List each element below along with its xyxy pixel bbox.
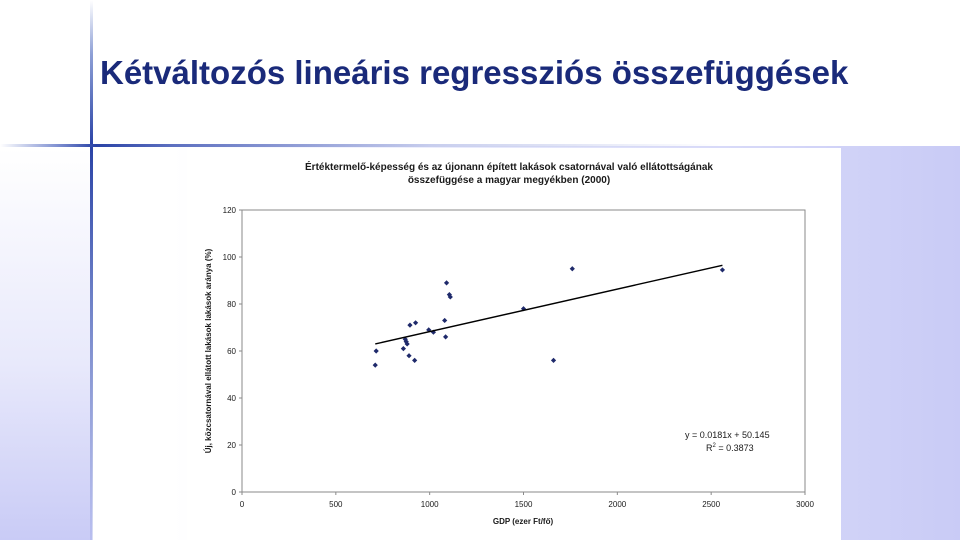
chart-panel: Értéktermelő-képesség és az újonann épít… (187, 148, 841, 540)
data-point (404, 341, 410, 347)
data-point (550, 357, 557, 363)
y-tick-label: 20 (227, 441, 236, 450)
y-tick-label: 100 (223, 253, 237, 262)
vertical-accent-line (90, 0, 93, 540)
y-tick-label: 60 (227, 347, 236, 356)
r-squared-sup: 2 (713, 443, 717, 449)
y-tick-label: 0 (232, 488, 237, 497)
data-point (447, 294, 453, 300)
data-point (569, 266, 575, 272)
data-point (442, 317, 448, 324)
x-tick-label: 500 (329, 500, 343, 509)
left-gradient-band (0, 148, 92, 540)
data-point (373, 348, 379, 354)
regression-equation: y = 0.0181x + 50.145 (685, 430, 770, 440)
x-tick-label: 1500 (515, 500, 533, 509)
title-area (0, 0, 960, 146)
y-axis-label: Új, közcsatornával ellátott lakások laká… (204, 248, 213, 453)
chart-title-line-1: Értéktermelő-képesség és az újonann épít… (305, 160, 713, 173)
chart-title-line-2: összefüggése a magyar megyékben (2000) (408, 175, 610, 186)
r-squared-prefix: R (706, 443, 713, 453)
data-point (446, 292, 452, 298)
y-axis-ticks: 0 20 40 60 80 100 120 (223, 206, 242, 497)
scatter-chart: Értéktermelő-képesség és az újonann épít… (204, 160, 814, 526)
data-point (443, 280, 450, 286)
r-squared-label: R2 = 0.3873 (706, 443, 754, 453)
x-tick-label: 3000 (796, 500, 814, 509)
horizontal-accent-line (0, 144, 960, 147)
y-tick-label: 120 (223, 206, 237, 215)
x-tick-label: 1000 (421, 500, 439, 509)
x-axis-ticks: 0 500 1000 1500 2000 2500 3000 (240, 492, 814, 509)
trendline (375, 264, 723, 345)
r-squared-value: = 0.3873 (716, 443, 754, 453)
x-tick-label: 0 (240, 500, 245, 509)
y-tick-label: 40 (227, 394, 236, 403)
x-axis-label: GDP (ezer Ft/fő) (493, 517, 554, 526)
x-tick-label: 2500 (702, 500, 720, 509)
plot-area (241, 209, 806, 493)
data-point (412, 320, 419, 326)
x-tick-label: 2000 (608, 500, 626, 509)
y-tick-label: 80 (227, 300, 236, 309)
data-point (426, 327, 432, 333)
slide-title: Kétváltozós lineáris regressziós összefü… (100, 54, 849, 91)
trendline-group (375, 264, 723, 345)
